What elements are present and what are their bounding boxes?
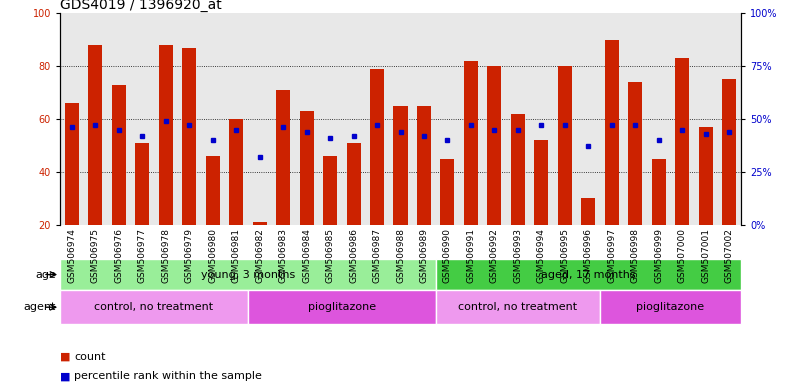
Bar: [464, 61, 478, 225]
Text: GSM507001: GSM507001: [701, 228, 710, 283]
Bar: [111, 85, 126, 225]
Text: GSM506978: GSM506978: [161, 228, 171, 283]
Bar: [436, 290, 600, 324]
Text: GSM506980: GSM506980: [208, 228, 217, 283]
Bar: [628, 82, 642, 225]
Bar: [436, 259, 741, 290]
Text: GSM506983: GSM506983: [279, 228, 288, 283]
Text: ■: ■: [60, 352, 70, 362]
Bar: [276, 90, 290, 225]
Bar: [393, 106, 408, 225]
Text: ■: ■: [60, 371, 70, 381]
Text: GSM506977: GSM506977: [138, 228, 147, 283]
Bar: [323, 156, 337, 225]
Bar: [582, 198, 595, 225]
Bar: [300, 111, 314, 225]
Text: GSM506986: GSM506986: [349, 228, 358, 283]
Text: pioglitazone: pioglitazone: [308, 302, 376, 312]
Text: GSM506985: GSM506985: [325, 228, 335, 283]
Text: GSM506981: GSM506981: [231, 228, 240, 283]
Text: aged, 17 months: aged, 17 months: [541, 270, 636, 280]
Text: GDS4019 / 1396920_at: GDS4019 / 1396920_at: [60, 0, 222, 12]
Bar: [159, 45, 173, 225]
Bar: [417, 106, 431, 225]
Text: GSM506989: GSM506989: [420, 228, 429, 283]
Text: GSM506992: GSM506992: [490, 228, 499, 283]
Text: GSM506993: GSM506993: [513, 228, 522, 283]
Text: GSM506998: GSM506998: [630, 228, 640, 283]
Text: pioglitazone: pioglitazone: [637, 302, 705, 312]
Text: GSM506974: GSM506974: [67, 228, 76, 283]
Text: percentile rank within the sample: percentile rank within the sample: [74, 371, 263, 381]
Text: GSM506995: GSM506995: [561, 228, 570, 283]
Bar: [534, 140, 549, 225]
Bar: [675, 58, 690, 225]
Text: GSM506988: GSM506988: [396, 228, 405, 283]
Bar: [60, 290, 248, 324]
Text: GSM506990: GSM506990: [443, 228, 452, 283]
Text: GSM506999: GSM506999: [654, 228, 663, 283]
Text: GSM506982: GSM506982: [256, 228, 264, 283]
Text: GSM506997: GSM506997: [607, 228, 616, 283]
Text: control, no treatment: control, no treatment: [95, 302, 214, 312]
Bar: [88, 45, 103, 225]
Text: GSM506991: GSM506991: [466, 228, 476, 283]
Text: GSM507000: GSM507000: [678, 228, 686, 283]
Bar: [557, 66, 572, 225]
Text: GSM507002: GSM507002: [725, 228, 734, 283]
Text: count: count: [74, 352, 106, 362]
Bar: [600, 290, 741, 324]
Bar: [511, 114, 525, 225]
Bar: [347, 143, 360, 225]
Bar: [652, 159, 666, 225]
Text: control, no treatment: control, no treatment: [458, 302, 578, 312]
Text: GSM506996: GSM506996: [584, 228, 593, 283]
Text: GSM506994: GSM506994: [537, 228, 545, 283]
Text: agent: agent: [24, 302, 56, 312]
Bar: [441, 159, 454, 225]
Bar: [252, 222, 267, 225]
Text: GSM506975: GSM506975: [91, 228, 100, 283]
Bar: [60, 259, 436, 290]
Bar: [370, 69, 384, 225]
Bar: [229, 119, 244, 225]
Bar: [487, 66, 501, 225]
Bar: [65, 103, 78, 225]
Bar: [605, 40, 619, 225]
Bar: [135, 143, 149, 225]
Bar: [248, 290, 436, 324]
Text: young, 3 months: young, 3 months: [201, 270, 295, 280]
Text: GSM506984: GSM506984: [302, 228, 311, 283]
Text: GSM506979: GSM506979: [185, 228, 194, 283]
Text: GSM506976: GSM506976: [115, 228, 123, 283]
Text: age: age: [35, 270, 56, 280]
Bar: [723, 79, 736, 225]
Text: GSM506987: GSM506987: [372, 228, 381, 283]
Bar: [698, 127, 713, 225]
Bar: [206, 156, 219, 225]
Bar: [182, 48, 196, 225]
